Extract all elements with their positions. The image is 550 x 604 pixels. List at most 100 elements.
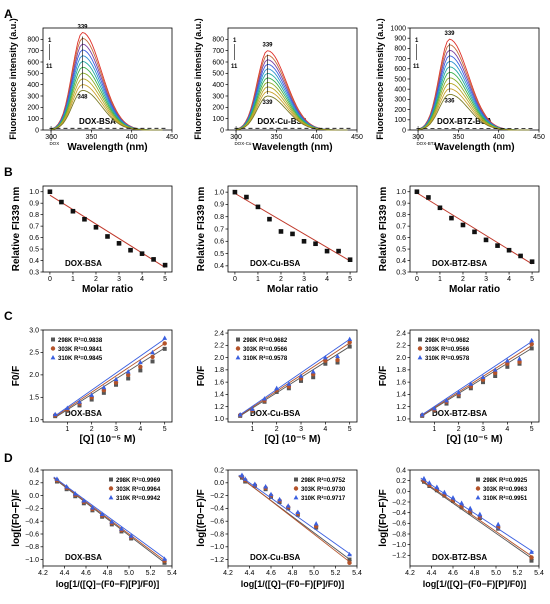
- chart-b3-xtick-label: 2: [461, 276, 465, 283]
- chart-b1-xtick-label: 4: [140, 276, 144, 283]
- chart-b3-ytick-label: 0.9: [396, 201, 406, 208]
- chart-a3-peak-top-label: 339: [444, 31, 455, 37]
- chart-b2-point: [313, 241, 318, 247]
- chart-d3-legend-3-marker: [475, 495, 481, 500]
- chart-d1-ytick-label: −1.0: [25, 557, 39, 564]
- chart-c1-legend-3-marker: [50, 355, 56, 360]
- chart-b3: 0 1 2 3 4 5 0.3 0.4 0.5 0.6 0.7 0.8 0.9 1.0 Molar rati…: [378, 185, 540, 295]
- chart-b3-point: [414, 189, 420, 195]
- chart-c2-series-1-fit-line: [239, 346, 350, 417]
- chart-b2-point: [290, 231, 295, 237]
- chart-a1-xtick-label: 450: [166, 134, 178, 141]
- chart-d1-legend-2-marker: [108, 486, 114, 491]
- chart-d1-ytick-label: −0.6: [25, 531, 39, 538]
- chart-a1-panel-label: DOX-BSA: [79, 117, 116, 126]
- chart-b3-point: [506, 247, 512, 253]
- chart-a1-frame: [42, 27, 173, 131]
- chart-d3-xtick-label: 5.0: [491, 570, 501, 577]
- chart-d2-xtick-label: 4.6: [266, 570, 276, 577]
- chart-d3-legend-2-marker: [475, 486, 481, 491]
- chart-a2-ytick-label: 500: [212, 71, 224, 78]
- chart-a2-ytick-label: 600: [212, 59, 224, 66]
- chart-c1-xtick-label: 4: [138, 426, 142, 433]
- panel-letter-a: A: [4, 7, 13, 21]
- chart-d3-series-3-point: [529, 549, 534, 554]
- chart-d2-series-3-fit-line: [238, 474, 352, 556]
- chart-d2-series-3-point: [285, 503, 291, 508]
- chart-a3-ytick-label: 800: [394, 46, 406, 53]
- chart-a3-ytick-label: 1000: [390, 25, 406, 32]
- chart-c1-panel-label: DOX-BSA: [65, 409, 102, 418]
- chart-b3-xtick-label: 5: [530, 276, 534, 283]
- chart-b2-ytick-label: 0.5: [214, 251, 224, 258]
- chart-a3-ytick-label: 0: [402, 127, 406, 134]
- chart-d3-ytick-label: −1.0: [392, 542, 406, 549]
- chart-c1-series-3-point: [137, 359, 143, 365]
- chart-b2-point: [301, 238, 307, 244]
- chart-c1-series-3-fit-line: [54, 338, 165, 417]
- chart-a2-ytick-label: 400: [212, 82, 224, 89]
- chart-b3-ytick-label: 0.7: [396, 223, 406, 230]
- chart-d1-series-3-point: [72, 491, 78, 496]
- chart-b2-ytick-label: 0.8: [214, 214, 224, 221]
- chart-a2-peak-top-label: 339: [262, 43, 273, 49]
- chart-c2-panel-label: DOX-Cu-BSA: [250, 409, 300, 418]
- chart-b3-ytick-label: 0.5: [396, 246, 406, 253]
- chart-a1: 300 350 400 4500100200300400500600700800Wav…: [8, 18, 178, 153]
- chart-d2-xtick-label: 4.8: [288, 570, 298, 577]
- chart-c1-series-2-point: [113, 380, 119, 385]
- chart-d3-ytick-label: −0.6: [392, 521, 406, 528]
- chart-b3-ytick-label: 0.6: [396, 235, 406, 242]
- chart-c2-series-2-point: [323, 358, 328, 363]
- chart-b1-point: [139, 251, 145, 256]
- chart-d2-ytick-label: −1.0: [210, 544, 224, 551]
- chart-c2-ytick-label: 1.0: [214, 416, 224, 423]
- chart-d2-ytick-label: −0.4: [210, 506, 224, 513]
- chart-b3-point: [529, 259, 535, 264]
- chart-b2-ytick-label: 0.7: [214, 226, 224, 233]
- chart-c1-ylabel: F0/F: [11, 366, 22, 387]
- chart-a3-baseline-label: DOX-BTZ: [416, 141, 436, 146]
- chart-c2-ytick-label: 1.8: [214, 367, 224, 374]
- chart-c3-xtick-label: 2: [457, 426, 461, 433]
- chart-b2-xtick-label: 3: [302, 276, 306, 283]
- chart-d2-xlabel: log[1/([Q]−(F0−F)[P]/F0)]: [241, 579, 345, 589]
- chart-b1-ytick-label: 0.3: [29, 269, 39, 276]
- chart-b1-point: [47, 189, 53, 195]
- chart-a1-peak-top-label: 339: [77, 25, 88, 31]
- chart-c2-legend-3-marker: [235, 355, 241, 360]
- chart-a2: 300 350 400 4500100200300400500600700800Wav…: [193, 18, 363, 153]
- chart-b3-point: [437, 205, 443, 211]
- chart-a3-ytick-label: 200: [394, 107, 406, 114]
- chart-d1-panel-label: DOX-BSA: [65, 553, 102, 562]
- chart-d2-series-3-point: [239, 472, 245, 477]
- chart-d1-xtick-label: 4.8: [103, 570, 113, 577]
- chart-d2-series-3-point: [242, 476, 248, 481]
- chart-c2-series-3-point: [286, 381, 292, 386]
- chart-d1-series-3-fit-line: [53, 476, 167, 560]
- chart-a3-xtick-label: 400: [493, 134, 505, 141]
- chart-b3-ytick-label: 0.8: [396, 212, 406, 219]
- chart-d3-series-3-point: [477, 511, 483, 517]
- chart-c3-xtick-label: 4: [505, 426, 509, 433]
- chart-b3-frame: [409, 185, 540, 273]
- chart-d1-xlabel: log[1/([Q]−(F0−F)[P]/F0)]: [56, 579, 160, 589]
- chart-b1-ytick-label: 0.7: [29, 223, 39, 230]
- chart-d2-series-2-point: [347, 560, 352, 565]
- chart-a1-ytick-label: 100: [27, 116, 39, 123]
- chart-a1-curve-11: [51, 89, 163, 131]
- chart-b2-ytick-label: 0.4: [214, 263, 224, 270]
- chart-c1-ytick-label: 2.5: [29, 350, 39, 357]
- chart-d3-ytick-label: −0.4: [392, 510, 406, 517]
- chart-c3-legend-3-marker: [417, 355, 423, 360]
- chart-d1-ytick-label: −0.8: [25, 544, 39, 551]
- chart-a3-xtick-label: 450: [533, 134, 545, 141]
- chart-c2: 1 2 3 4 5 1.0 1.2 1.4 1.6 1.8 2.0 2.2 2.4 [Q] (10⁻⁵ M…: [196, 329, 358, 445]
- chart-c2-series-1-point: [347, 344, 352, 349]
- chart-c3-series-3-point: [492, 367, 498, 372]
- chart-a1-ytick-label: 800: [27, 37, 39, 44]
- chart-d3-xtick-label: 4.2: [405, 570, 415, 577]
- chart-a2-xlabel: Wavelength (nm): [252, 142, 332, 153]
- chart-a2-ytick-label: 100: [212, 116, 224, 123]
- chart-b2-ytick-label: 1.0: [214, 189, 224, 196]
